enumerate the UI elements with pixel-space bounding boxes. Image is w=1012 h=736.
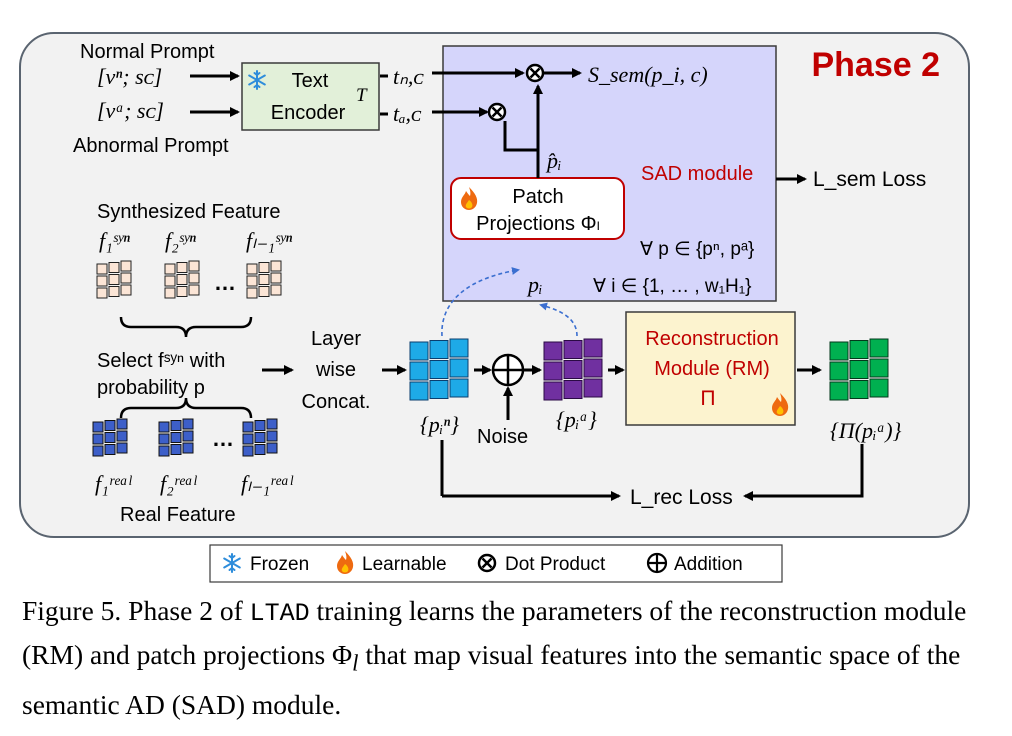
abnormal-token: tₐ,ᴄ <box>393 101 422 126</box>
projection-dashed-arrows <box>441 267 578 337</box>
synthesized-grids <box>96 260 282 299</box>
normal-prompt-label: Normal Prompt <box>80 41 215 63</box>
legend-dot-product: Dot Product <box>505 554 606 575</box>
patch-flow-arrows <box>474 365 822 420</box>
forall-i: ∀ i ∈ {1, … , w₁H₁} <box>593 276 752 297</box>
real-feature-1: f₁ʳᵉᵃˡ <box>95 471 132 496</box>
rm-line1: Reconstruction <box>645 328 778 350</box>
sad-score: S_sem(p_i, c) <box>588 62 708 87</box>
projected-patch: p̂ᵢ <box>545 148 561 173</box>
normal-patch-cells <box>409 338 469 401</box>
concat-line1: Layer <box>311 328 361 350</box>
reconstructed-label: {Π(pᵢᵃ)} <box>830 418 902 443</box>
normal-prompt-input: [vⁿ; sᴄ] <box>97 64 162 89</box>
abnormal-prompt-input: [vᵃ; sᴄ] <box>97 98 164 123</box>
normal-patches-label: {pᵢⁿ} <box>420 412 459 437</box>
phase-title: Phase 2 <box>811 46 940 84</box>
sem-loss: L_sem Loss <box>813 168 926 191</box>
select-line2: probability p <box>97 377 205 399</box>
concat-line2: wise <box>315 359 356 381</box>
legend-learnable: Learnable <box>362 554 447 575</box>
caption-subscript: l <box>352 650 359 676</box>
patch-input: pᵢ <box>526 272 542 297</box>
legend-frozen: Frozen <box>250 554 309 575</box>
synth-feature-2: f₂ˢʸⁿ <box>165 228 196 253</box>
synth-ellipsis: … <box>214 270 236 295</box>
patch-proj-line1: Patch <box>512 186 563 208</box>
text-encoder-line1: Text <box>292 70 329 92</box>
reconstructed-patch-cells <box>829 338 889 401</box>
concat-line3: Concat. <box>302 391 371 413</box>
real-feature-3: fₗ₋₁ʳᵉᵃˡ <box>241 471 293 496</box>
legend-addition: Addition <box>674 554 743 575</box>
patch-proj-line2: Projections Φₗ <box>476 213 600 235</box>
abnormal-patch-cells <box>543 338 603 401</box>
text-encoder-box <box>241 62 380 131</box>
caption-prefix: Figure 5. Phase 2 of <box>22 595 250 626</box>
real-feature-grid <box>92 418 128 457</box>
select-line1: Select fˢʸⁿ with <box>97 350 225 372</box>
figure-caption: Figure 5. Phase 2 of LTAD training learn… <box>22 590 997 725</box>
rm-line2: Module (RM) <box>654 358 770 380</box>
addition-icon <box>491 353 525 387</box>
synth-brace <box>119 316 253 338</box>
dot-product-icon <box>525 63 545 83</box>
reconstruction-module-box <box>625 311 796 426</box>
sad-module-box <box>442 45 777 302</box>
abnormal-patch-grid <box>543 338 603 401</box>
normal-token: tₙ,ᴄ <box>393 64 424 89</box>
rec-loss-arrows <box>440 440 864 501</box>
real-feature-2: f₂ʳᵉᵃˡ <box>160 471 197 496</box>
dot-product-icon <box>487 102 507 122</box>
caption-rest: training learns the parameters of the re… <box>22 595 967 670</box>
reconstructed-patch-grid <box>829 338 889 401</box>
real-title: Real Feature <box>120 504 236 526</box>
real-brace <box>119 397 253 419</box>
real-grids <box>92 418 278 457</box>
dot-product-icon <box>477 553 497 573</box>
rec-loss-label: L_rec Loss <box>630 486 733 509</box>
noise-label: Noise <box>477 426 528 448</box>
text-branch-arrows <box>190 68 807 184</box>
caption-end: that map visual features into the semant… <box>22 639 961 720</box>
synthesized-feature-grid <box>246 260 282 299</box>
synthesized-feature-grid <box>164 260 200 299</box>
real-feature-grid <box>158 418 194 457</box>
normal-patch-grid <box>409 338 469 401</box>
sad-module-label: SAD module <box>641 163 753 185</box>
synthesized-feature-grid <box>96 260 132 299</box>
text-encoder-line2: Encoder <box>271 102 346 124</box>
synth-feature-1: f₁ˢʸⁿ <box>99 228 130 253</box>
synth-feature-3: fₗ₋₁ˢʸⁿ <box>246 228 292 253</box>
real-feature-grid <box>242 418 278 457</box>
real-ellipsis: … <box>212 426 234 451</box>
abnormal-patches-label: {pᵢᵃ} <box>556 407 597 432</box>
synthesized-title: Synthesized Feature <box>97 201 280 223</box>
caption-code: LTAD <box>249 599 310 628</box>
addition-icon <box>646 552 668 574</box>
forall-p: ∀ p ∈ {pⁿ, pᵃ} <box>640 239 754 260</box>
text-encoder-output-symbol: T <box>356 85 368 106</box>
rm-line3: Π <box>700 387 715 410</box>
abnormal-prompt-label: Abnormal Prompt <box>73 135 229 157</box>
